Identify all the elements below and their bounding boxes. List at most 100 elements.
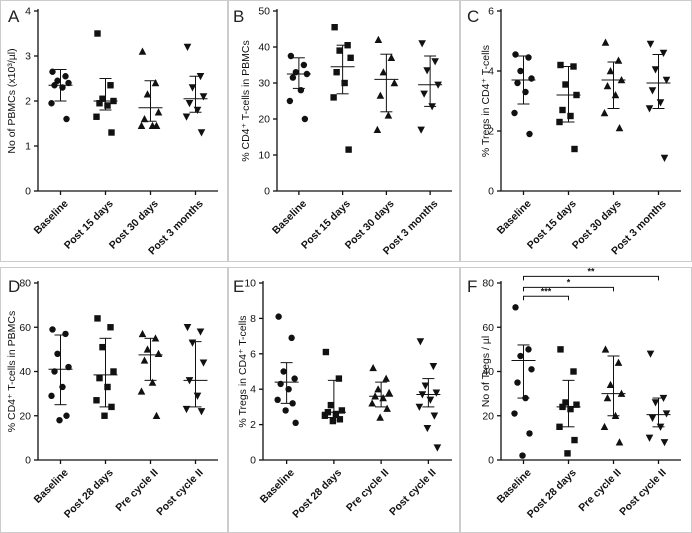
data-point [291,375,298,382]
data-point [347,54,354,61]
data-point [188,339,197,347]
data-point [511,109,518,117]
data-point [138,47,147,55]
group-1 [556,346,581,457]
category-label: Baseline [258,467,297,506]
data-point [431,58,439,66]
y-axis-label: % Tregs in CD4⁺ T-cells [480,45,492,157]
data-point [62,330,69,338]
data-point [285,386,292,393]
data-point [659,49,668,57]
data-point [517,67,524,75]
panel-letter: E [233,277,244,296]
y-tick-label: 60 [482,322,494,334]
data-point [110,368,117,375]
data-point [303,70,311,78]
group-1 [93,30,118,136]
data-point [512,51,519,58]
data-point [615,124,624,132]
data-point [137,121,146,129]
data-point [151,334,160,342]
data-point [63,115,70,123]
significance-bracket [523,295,569,301]
group-3 [645,40,671,162]
data-point [93,397,100,404]
group-0 [286,52,311,123]
data-point [606,67,615,75]
y-tick-label: 20 [258,114,270,126]
y-tick-label: 6 [488,6,494,18]
data-point [183,43,192,51]
data-point [600,109,609,117]
data-point [321,412,329,419]
data-point [423,67,431,75]
data-point [331,24,338,31]
data-point [274,396,281,404]
data-point [182,405,191,414]
data-point [104,102,111,109]
data-point [101,412,108,419]
data-point [426,396,435,404]
data-point [430,412,439,420]
y-axis-label: % Tregs in CD4⁺ T-cells [237,315,249,427]
data-point [373,125,382,133]
data-point [48,392,55,400]
data-point [338,407,346,414]
data-point [138,329,147,338]
data-point [662,76,671,84]
data-point [193,392,202,400]
group-1 [330,24,355,153]
data-point [656,423,665,431]
data-point [562,81,569,88]
y-axis-label: No of Tregs / µl [480,336,492,407]
data-point [292,69,300,76]
category-label: Post cycle II [154,467,205,518]
category-label: Baseline [495,198,534,237]
y-tick-label: 40 [258,42,270,54]
group-2 [373,35,399,133]
panel-letter: F [467,277,477,296]
data-point [526,130,533,138]
data-point [383,404,391,412]
data-point [571,436,578,444]
group-3 [182,43,208,137]
data-point [322,348,330,356]
data-point [185,100,194,108]
data-point [611,411,620,419]
data-point [374,35,383,43]
data-point [603,394,612,402]
group-2 [137,47,163,129]
data-point [197,408,206,416]
significance-label: * [567,277,571,287]
panel-letter: C [467,7,479,26]
data-point [196,73,205,81]
data-point [48,100,55,107]
data-point [660,439,669,447]
data-point [108,129,115,136]
data-point [557,346,564,353]
data-point [335,375,343,382]
data-point [368,399,376,407]
panel-border [0,267,228,533]
data-point [152,411,161,419]
data-point [611,91,620,99]
data-point [185,377,194,385]
data-point [289,400,296,407]
data-point [286,97,294,105]
category-label: Post cycle II [387,467,438,518]
data-point [137,387,146,395]
data-point [648,87,657,95]
category-label: Pre cycle II [576,467,623,514]
data-point [434,81,442,89]
data-point [418,40,426,48]
group-3 [182,324,208,416]
y-tick-label: 10 [244,278,256,290]
data-point [300,61,308,69]
data-point [556,423,563,431]
group-0 [511,51,536,138]
data-point [152,121,161,129]
panel-B: B 0 10 20 30 40 50 % CD4⁺ T-cells in PBMCs Basel… [228,0,460,262]
